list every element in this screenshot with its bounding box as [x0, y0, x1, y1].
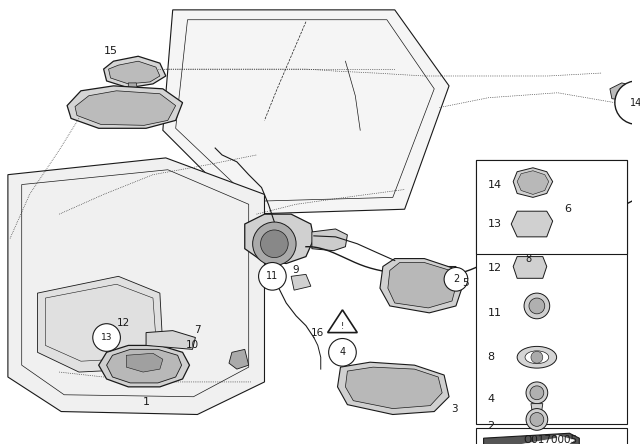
Polygon shape [557, 435, 574, 448]
Text: 10: 10 [186, 340, 199, 350]
Circle shape [93, 324, 120, 351]
Text: 12: 12 [488, 263, 502, 273]
Text: 16: 16 [311, 327, 324, 338]
Circle shape [526, 409, 548, 430]
Polygon shape [99, 345, 189, 387]
Circle shape [260, 230, 288, 258]
Polygon shape [291, 274, 311, 290]
Polygon shape [163, 10, 449, 214]
Circle shape [329, 339, 356, 366]
Bar [476, 428, 627, 448]
Polygon shape [508, 234, 538, 251]
Polygon shape [107, 349, 182, 383]
Text: 4: 4 [339, 347, 346, 358]
Circle shape [526, 382, 548, 404]
Polygon shape [328, 310, 357, 332]
Text: 3: 3 [451, 404, 458, 414]
Polygon shape [337, 362, 449, 414]
Text: 4: 4 [488, 394, 495, 404]
Circle shape [531, 351, 543, 363]
Text: O0170005: O0170005 [524, 435, 578, 445]
Ellipse shape [517, 346, 557, 368]
Circle shape [444, 267, 468, 291]
Bar [476, 160, 627, 254]
Polygon shape [517, 171, 548, 194]
Text: 2: 2 [488, 422, 495, 431]
Text: 5: 5 [463, 278, 469, 288]
Text: !: ! [341, 322, 344, 331]
Polygon shape [429, 267, 459, 283]
Text: 11: 11 [266, 271, 278, 281]
Circle shape [530, 413, 544, 426]
Text: 15: 15 [104, 46, 118, 56]
Polygon shape [126, 353, 163, 372]
Circle shape [253, 222, 296, 266]
Polygon shape [346, 367, 442, 409]
Polygon shape [610, 83, 637, 101]
Text: 8: 8 [525, 254, 531, 263]
Text: 13: 13 [488, 219, 502, 229]
Text: 11: 11 [488, 308, 502, 318]
Polygon shape [38, 276, 163, 372]
Polygon shape [513, 257, 547, 278]
Text: 13: 13 [101, 333, 113, 342]
Bar [476, 160, 627, 424]
Ellipse shape [525, 351, 548, 364]
Polygon shape [500, 437, 566, 448]
Polygon shape [484, 433, 579, 448]
Polygon shape [244, 214, 314, 263]
Polygon shape [380, 258, 462, 313]
Text: 8: 8 [488, 352, 495, 362]
Polygon shape [109, 61, 160, 84]
Circle shape [529, 298, 545, 314]
Polygon shape [8, 158, 264, 414]
Circle shape [524, 293, 550, 319]
Polygon shape [104, 56, 166, 88]
Polygon shape [388, 263, 456, 308]
Circle shape [259, 263, 286, 290]
Text: 2: 2 [453, 274, 459, 284]
Text: 7: 7 [194, 325, 201, 335]
Text: 12: 12 [116, 318, 130, 328]
Polygon shape [513, 168, 553, 198]
Polygon shape [531, 404, 543, 417]
Polygon shape [146, 331, 195, 349]
Circle shape [516, 247, 540, 271]
Polygon shape [67, 86, 182, 128]
Polygon shape [75, 91, 175, 125]
Polygon shape [229, 349, 249, 369]
Text: 14: 14 [630, 98, 640, 108]
Polygon shape [511, 211, 553, 237]
Text: 6: 6 [564, 204, 571, 214]
Polygon shape [312, 229, 348, 251]
Text: 14: 14 [488, 180, 502, 190]
Circle shape [530, 386, 544, 400]
Circle shape [615, 81, 640, 125]
Polygon shape [128, 83, 138, 93]
Text: 9: 9 [292, 265, 300, 276]
Text: 1: 1 [143, 396, 150, 407]
